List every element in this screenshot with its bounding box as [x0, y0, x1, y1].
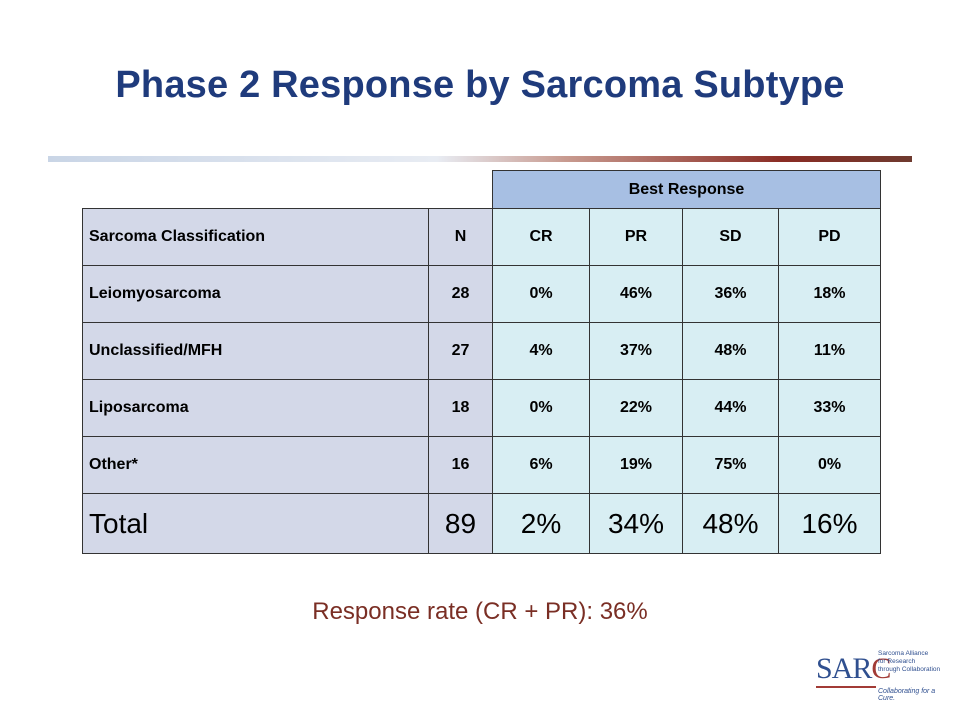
header-pr: PR	[589, 208, 683, 266]
logo-tagline: Collaborating for a Cure.	[878, 688, 936, 702]
row-sd: 48%	[682, 322, 779, 380]
row-pr: 46%	[589, 265, 683, 323]
slide-title: Phase 2 Response by Sarcoma Subtype	[115, 64, 845, 106]
row-cr: 0%	[492, 379, 590, 437]
header-sd: SD	[682, 208, 779, 266]
total-pd: 16%	[778, 493, 881, 554]
blank-cell	[83, 171, 493, 209]
logo-line: for Research	[878, 658, 916, 665]
table-row: Leiomyosarcoma 28 0% 46% 36% 18%	[82, 265, 881, 323]
total-pr: 34%	[589, 493, 683, 554]
logo-line: through Collaboration	[878, 666, 941, 673]
group-header-row: Best Response	[83, 170, 881, 209]
logo-underline	[816, 686, 876, 688]
column-header-row: Sarcoma Classification N CR PR SD PD	[82, 208, 881, 266]
row-cr: 6%	[492, 436, 590, 494]
row-pd: 33%	[778, 379, 881, 437]
row-pd: 18%	[778, 265, 881, 323]
logo-mark-suffix: C	[871, 652, 891, 685]
row-cr: 0%	[492, 265, 590, 323]
row-n: 18	[428, 379, 493, 437]
row-cr: 4%	[492, 322, 590, 380]
response-table: Best Response Sarcoma Classification N C…	[82, 170, 881, 554]
logo-text: Sarcoma Alliance for Research through Co…	[878, 650, 940, 674]
title-divider	[48, 156, 912, 162]
best-response-header: Best Response	[492, 170, 881, 209]
row-label: Other*	[82, 436, 429, 494]
row-label: Unclassified/MFH	[82, 322, 429, 380]
table-row: Other* 16 6% 19% 75% 0%	[82, 436, 881, 494]
header-cr: CR	[492, 208, 590, 266]
header-classification: Sarcoma Classification	[82, 208, 429, 266]
total-cr: 2%	[492, 493, 590, 554]
row-n: 27	[428, 322, 493, 380]
row-sd: 75%	[682, 436, 779, 494]
header-pd: PD	[778, 208, 881, 266]
response-rate-note: Response rate (CR + PR): 36%	[312, 598, 648, 625]
total-n: 89	[428, 493, 493, 554]
row-label: Leiomyosarcoma	[82, 265, 429, 323]
row-sd: 36%	[682, 265, 779, 323]
total-sd: 48%	[682, 493, 779, 554]
table-row: Unclassified/MFH 27 4% 37% 48% 11%	[82, 322, 881, 380]
row-sd: 44%	[682, 379, 779, 437]
total-row: Total 89 2% 34% 48% 16%	[82, 493, 881, 554]
logo-mark-prefix: SAR	[816, 652, 872, 685]
table-row: Liposarcoma 18 0% 22% 44% 33%	[82, 379, 881, 437]
row-pd: 11%	[778, 322, 881, 380]
row-pr: 22%	[589, 379, 683, 437]
logo-line: Sarcoma Alliance	[878, 650, 929, 657]
row-n: 16	[428, 436, 493, 494]
row-label: Liposarcoma	[82, 379, 429, 437]
row-pr: 19%	[589, 436, 683, 494]
row-n: 28	[428, 265, 493, 323]
row-pd: 0%	[778, 436, 881, 494]
logo-mark: SARC	[816, 652, 891, 686]
sarc-logo: SARC Sarcoma Alliance for Research throu…	[816, 648, 948, 702]
row-pr: 37%	[589, 322, 683, 380]
header-n: N	[428, 208, 493, 266]
total-label: Total	[82, 493, 429, 554]
